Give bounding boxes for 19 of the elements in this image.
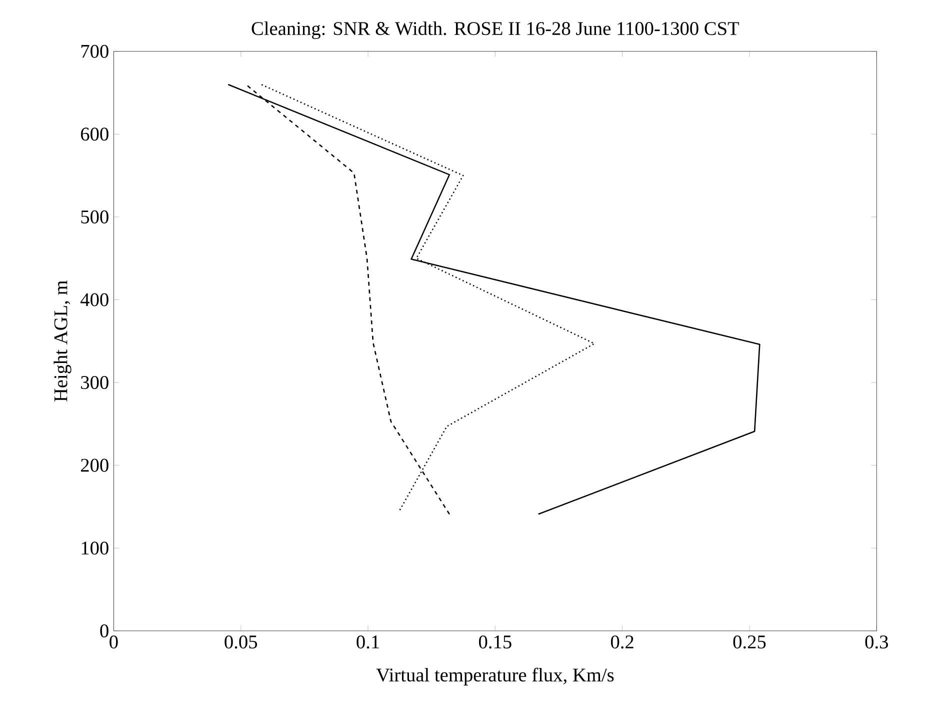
chart-title: Cleaning: SNR & Width. ROSE II 16-28 June 1100-1300 CST [252,21,740,39]
x-tick-label: 0.15 [478,635,512,648]
x-tick-label: 0.3 [865,635,888,648]
y-tick-label: 500 [81,210,108,224]
y-tick-label: 700 [81,44,108,58]
x-tick-label: 0.25 [733,635,766,648]
x-tick-label: 0.05 [224,635,258,648]
y-axis-title: Height AGL, m [54,280,72,402]
y-tick-label: 300 [81,376,108,389]
y-tick-label: 100 [82,541,108,554]
y-tick-label: 200 [81,458,108,472]
x-tick-label: 0.2 [610,635,634,648]
line-series [228,84,760,515]
y-tick-label: 400 [80,293,108,306]
x-axis-title: Virtual temperature flux, Km/s [376,668,614,686]
x-tick-label: 0.1 [356,635,379,648]
y-tick-label: 0 [100,624,108,638]
x-tick-label: 0 [110,635,118,648]
y-tick-label: 600 [80,127,108,141]
